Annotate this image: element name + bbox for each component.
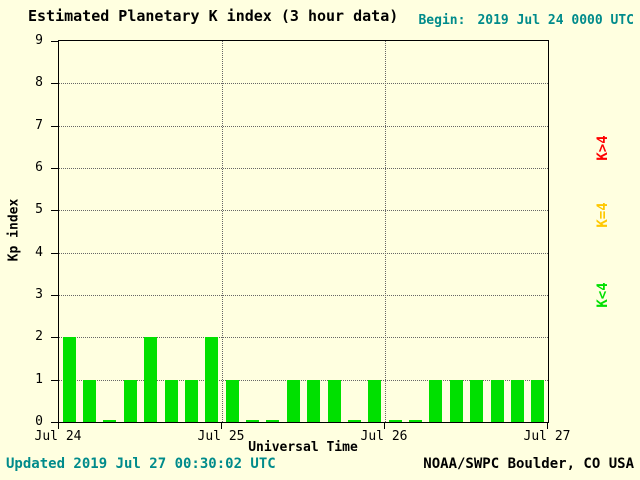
gridline-horizontal xyxy=(59,168,548,169)
y-tick-mark xyxy=(51,337,58,339)
gridline-horizontal xyxy=(59,379,548,381)
gridline-horizontal xyxy=(59,252,548,254)
y-tick-label: 2 xyxy=(35,329,43,345)
y-tick-label: 0 xyxy=(35,414,43,429)
y-tick-label: 4 xyxy=(35,244,43,260)
kp-bar xyxy=(103,420,117,422)
gridline-horizontal xyxy=(59,295,548,296)
kp-bar xyxy=(307,379,321,422)
y-tick-label: 1 xyxy=(35,371,43,387)
x-tick-mark xyxy=(384,423,385,429)
kp-bar xyxy=(286,379,300,422)
y-tick-label: 7 xyxy=(35,117,43,133)
y-tick-label: 5 xyxy=(35,202,43,218)
kp-bar xyxy=(225,379,239,422)
kp-bar xyxy=(123,379,137,422)
x-tick-mark xyxy=(221,423,222,429)
legend-label: K=4 xyxy=(595,202,611,228)
kp-bar xyxy=(83,379,97,422)
y-tick-mark xyxy=(51,168,58,169)
x-tick-mark xyxy=(547,423,548,429)
kp-bar xyxy=(144,337,158,422)
y-tick-label: 6 xyxy=(35,160,43,175)
chart-title: Estimated Planetary K index (3 hour data… xyxy=(28,7,399,25)
x-tick-label: Jul 25 xyxy=(197,429,245,444)
gridline-horizontal xyxy=(59,83,548,85)
kp-bar xyxy=(184,379,198,422)
x-tick-label: Jul 26 xyxy=(360,429,408,444)
credit-text: NOAA/SWPC Boulder, CO USA xyxy=(423,456,634,472)
x-tick-label: Jul 27 xyxy=(523,429,571,444)
x-tick-mark xyxy=(58,423,59,429)
gridline-horizontal xyxy=(59,210,548,212)
updated-timestamp: Updated 2019 Jul 27 00:30:02 UTC xyxy=(6,456,276,472)
y-tick-label: 9 xyxy=(35,33,43,48)
kp-bar xyxy=(347,420,361,422)
kp-bar xyxy=(246,420,260,422)
begin-line: Begin: 2019 Jul 24 0000 UTC xyxy=(418,13,634,28)
y-tick-label: 3 xyxy=(35,287,43,302)
begin-label: Begin: xyxy=(418,13,466,28)
y-tick-mark xyxy=(51,252,58,254)
kp-bar xyxy=(205,337,219,422)
y-tick-mark xyxy=(51,210,58,212)
gridline-horizontal xyxy=(59,337,548,339)
kp-bar xyxy=(470,379,484,422)
y-axis: 0 1 2 3 4 5 6 7 8 9 xyxy=(0,33,58,429)
x-tick-label: Jul 24 xyxy=(34,429,82,444)
legend-label: K<4 xyxy=(595,282,611,308)
kp-bar xyxy=(531,379,545,422)
x-axis-title: Universal Time xyxy=(248,440,358,455)
kp-bar xyxy=(409,420,423,422)
begin-value: 2019 Jul 24 0000 UTC xyxy=(477,13,634,28)
kp-bar xyxy=(510,379,524,422)
legend: K>4 K=4 K<4 xyxy=(585,40,621,421)
kp-bar xyxy=(388,420,402,422)
gridline-vertical xyxy=(222,41,223,422)
gridline-vertical xyxy=(385,41,386,422)
y-tick-label: 8 xyxy=(35,75,43,91)
legend-label: K>4 xyxy=(595,135,611,161)
kp-bar xyxy=(164,379,178,422)
kp-bar xyxy=(62,337,76,422)
y-tick-mark xyxy=(51,379,58,381)
kp-bar xyxy=(449,379,463,422)
kp-bar xyxy=(429,379,443,422)
y-tick-mark xyxy=(51,41,58,42)
y-tick-mark xyxy=(51,83,58,85)
x-axis: Jul 24 Jul 25 Jul 26 Jul 27 xyxy=(35,423,570,447)
gridline-horizontal xyxy=(59,125,548,127)
y-tick-mark xyxy=(51,422,58,423)
y-tick-mark xyxy=(51,295,58,296)
kp-bar xyxy=(368,379,382,422)
y-tick-mark xyxy=(51,125,58,127)
kp-bar xyxy=(490,379,504,422)
kp-bar xyxy=(266,420,280,422)
plot-area xyxy=(58,40,549,423)
kp-bar xyxy=(327,379,341,422)
